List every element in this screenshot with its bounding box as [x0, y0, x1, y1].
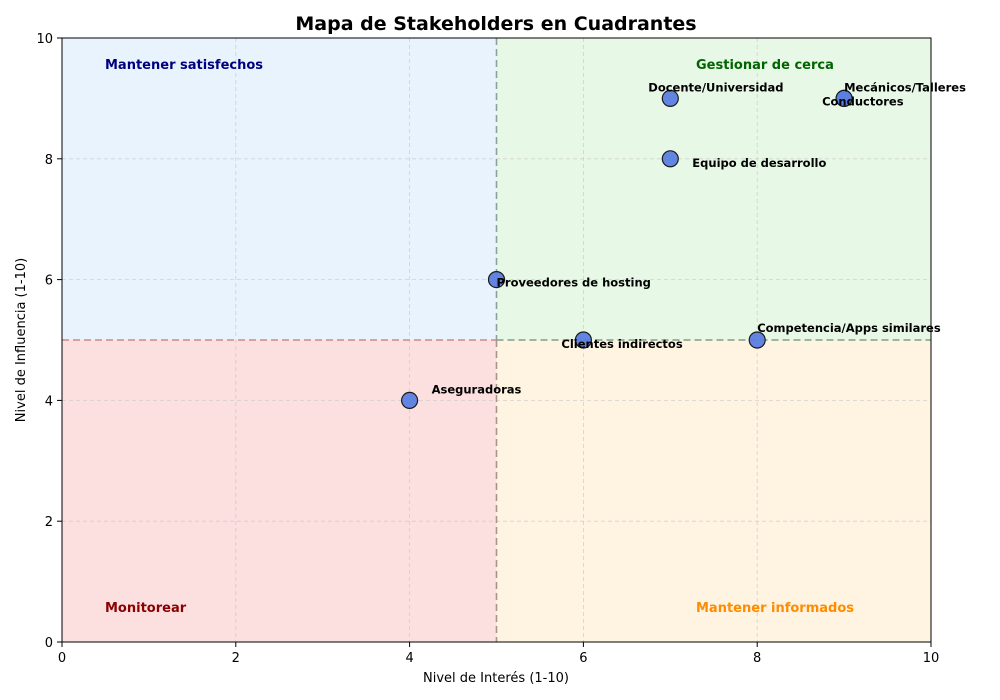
quadrant-label-bottom-left: Monitorear [105, 601, 187, 616]
point-label: Proveedores de hosting [497, 276, 651, 290]
plot-frame [61, 37, 932, 643]
point-label: Clientes indirectos [561, 337, 682, 351]
quadrant-bottom-left-background [62, 340, 497, 642]
y-tick-label: 10 [36, 32, 53, 47]
x-tick-label: 0 [58, 651, 66, 666]
point-label: Docente/Universidad [648, 80, 783, 94]
y-axis-label: Nivel de Influencia (1-10) [14, 258, 29, 422]
data-point [487, 271, 506, 289]
x-tick-label: 6 [579, 651, 587, 666]
y-tick-label: 0 [45, 636, 53, 651]
data-point [401, 391, 419, 409]
x-tick-label: 2 [232, 651, 240, 666]
point-label: Aseguradoras [432, 382, 522, 396]
y-tick-label: 6 [45, 274, 53, 289]
data-point [748, 331, 766, 349]
y-tick-label: 8 [45, 153, 53, 168]
quadrant-label-bottom-right: Mantener informados [696, 601, 854, 616]
chart-title: Mapa de Stakeholders en Cuadrantes [295, 13, 696, 35]
plot-area: Mantener satisfechos Gestionar de cerca Mo… [36, 32, 966, 666]
data-point [661, 89, 679, 108]
data-point [835, 89, 853, 108]
quadrant-label-top-right: Gestionar de cerca [696, 58, 834, 73]
point-label: Mecánicos/Talleres [844, 80, 966, 94]
data-point [661, 150, 679, 168]
y-tick-label: 2 [45, 515, 53, 530]
quadrant-label-top-left: Mantener satisfechos [105, 58, 263, 73]
x-axis-label: Nivel de Interés (1-10) [423, 671, 569, 686]
x-tick-label: 8 [753, 651, 761, 666]
data-point [574, 331, 593, 349]
x-tick-label: 4 [405, 651, 413, 666]
point-label: Conductores [822, 94, 904, 108]
y-tick-label: 4 [45, 394, 53, 409]
point-label: Competencia/Apps similares [757, 321, 941, 335]
point-label: Equipo de desarrollo [692, 156, 826, 170]
x-tick-label: 10 [923, 651, 940, 666]
quadrant-top-right-background [496, 38, 931, 340]
quadrant-bottom-right-background [496, 340, 931, 642]
quadrant-top-left-background [62, 38, 497, 340]
